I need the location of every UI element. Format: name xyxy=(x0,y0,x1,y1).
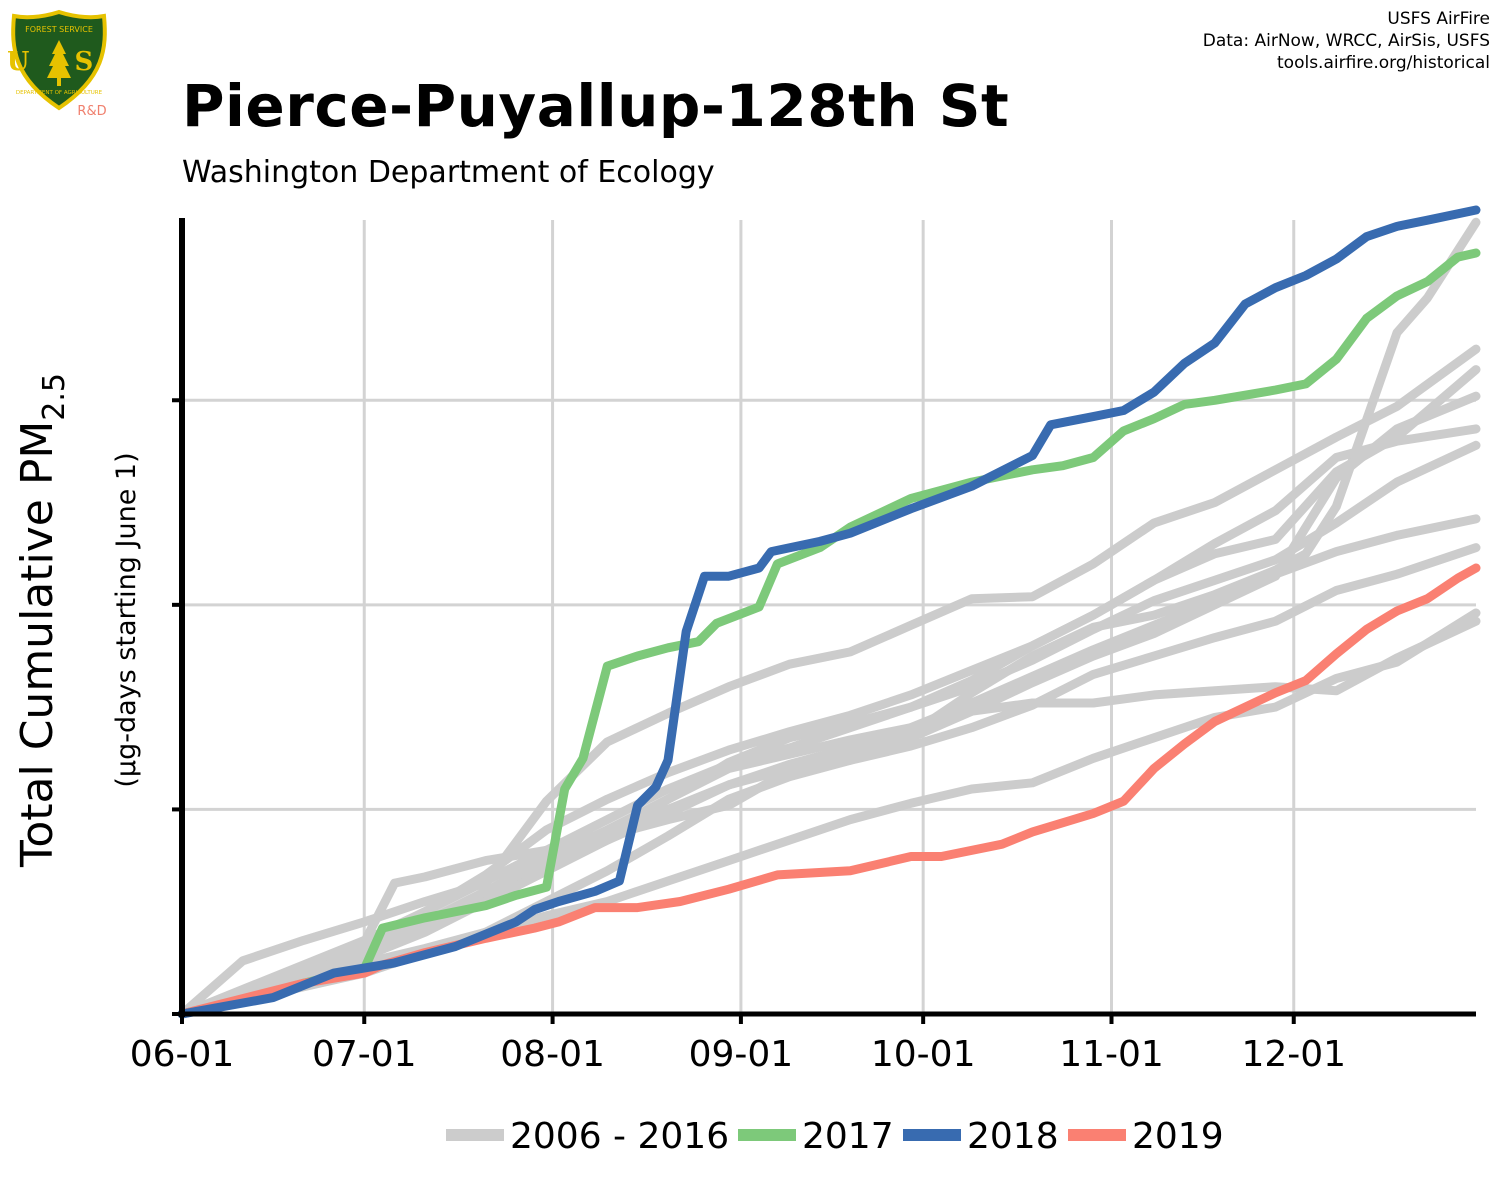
series-line-2018 xyxy=(177,205,1481,1019)
legend-item: 2019 xyxy=(1068,1116,1224,1157)
x-tick-label: 09-01 xyxy=(689,1034,794,1075)
credit-line-1: USFS AirFire xyxy=(1387,9,1490,29)
legend-label: 2019 xyxy=(1132,1116,1224,1157)
chart-subtitle: Washington Department of Ecology xyxy=(182,155,715,190)
credit-line-3: tools.airfire.org/historical xyxy=(1277,53,1490,73)
x-tick-label: 06-01 xyxy=(130,1034,235,1075)
series-line-historical xyxy=(177,344,1481,1019)
legend-label: 2006 - 2016 xyxy=(510,1116,729,1157)
x-tick-label: 07-01 xyxy=(312,1034,417,1075)
x-tick-label: 08-01 xyxy=(500,1034,605,1075)
credit-line-2: Data: AirNow, WRCC, AirSis, USFS xyxy=(1202,31,1490,51)
legend-item: 2017 xyxy=(738,1116,894,1157)
axes xyxy=(172,218,1476,1024)
logo-text-bottom: DEPARTMENT OF AGRICULTURE xyxy=(16,90,103,96)
forest-service-shield-logo: FOREST SERVICE U S DEPARTMENT OF AGRICUL… xyxy=(8,9,107,118)
legend-label: 2018 xyxy=(967,1116,1059,1157)
y-axis-label-subscript: 2.5 xyxy=(37,373,72,421)
x-tick-label: 11-01 xyxy=(1059,1034,1164,1075)
logo-text-top: FOREST SERVICE xyxy=(25,25,93,34)
x-tick-label: 10-01 xyxy=(871,1034,976,1075)
chart-title: Pierce-Puyallup-128th St xyxy=(182,72,1010,140)
legend-label: 2017 xyxy=(802,1116,894,1157)
series-line-historical xyxy=(177,424,1481,1019)
x-tick-label: 12-01 xyxy=(1241,1034,1346,1075)
credits-block: USFS AirFire Data: AirNow, WRCC, AirSis,… xyxy=(1203,8,1490,74)
legend-item: 2006 - 2016 xyxy=(446,1116,729,1157)
y-axis-units-label: (µg-days starting June 1) xyxy=(111,452,142,787)
x-tick-labels: 06-01 07-01 08-01 09-01 10-01 11-01 12-01 xyxy=(130,1034,1346,1075)
series-line-historical xyxy=(177,365,1481,1019)
series-lines xyxy=(177,205,1481,1019)
y-axis-label: Total Cumulative PM2.5 xyxy=(12,373,72,868)
series-line-2017 xyxy=(177,248,1481,1019)
legend: 2006 - 2016 2017 2018 2019 xyxy=(446,1116,1224,1157)
legend-item: 2018 xyxy=(903,1116,1059,1157)
tree-icon xyxy=(47,40,71,86)
logo-badge-rd: R&D xyxy=(77,104,106,118)
